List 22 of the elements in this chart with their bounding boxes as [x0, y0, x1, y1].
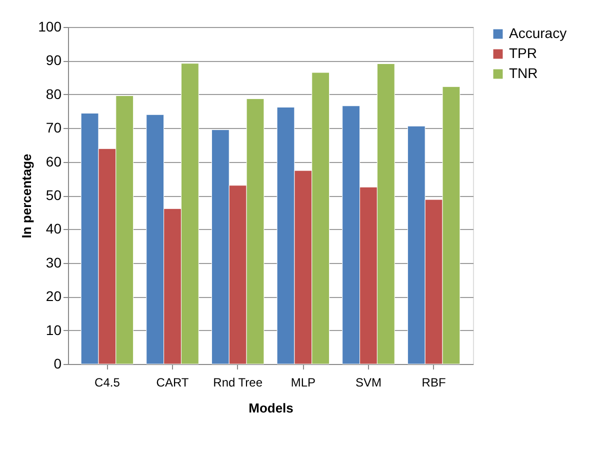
x-tick-label: Rnd Tree: [213, 376, 263, 390]
x-tick-label: MLP: [290, 376, 316, 390]
y-tick-label: 70: [46, 120, 62, 136]
x-axis-title: Models: [248, 400, 294, 416]
y-tick-label: 10: [46, 322, 62, 338]
x-tick-label: CART: [156, 376, 190, 390]
y-tick-label: 90: [46, 52, 62, 68]
y-tick-label: 60: [46, 153, 62, 170]
y-tick-label: 50: [46, 187, 62, 203]
x-tick-label: SVM: [355, 376, 382, 390]
y-tick-label: 30: [46, 254, 62, 270]
y-tick-label: 20: [46, 288, 62, 304]
y-tick-label: 40: [46, 220, 62, 237]
legend-label: TNR: [509, 65, 538, 81]
x-tick-label: RBF: [422, 376, 446, 390]
legend-label: TPR: [509, 45, 537, 61]
y-tick-label: 100: [38, 18, 62, 34]
legend-label: Accuracy: [509, 25, 567, 41]
x-tick-label: C4.5: [94, 376, 120, 390]
y-axis-title: In percentage: [19, 154, 34, 238]
y-tick-label: 80: [46, 86, 62, 102]
y-tick-label: 0: [54, 356, 62, 372]
